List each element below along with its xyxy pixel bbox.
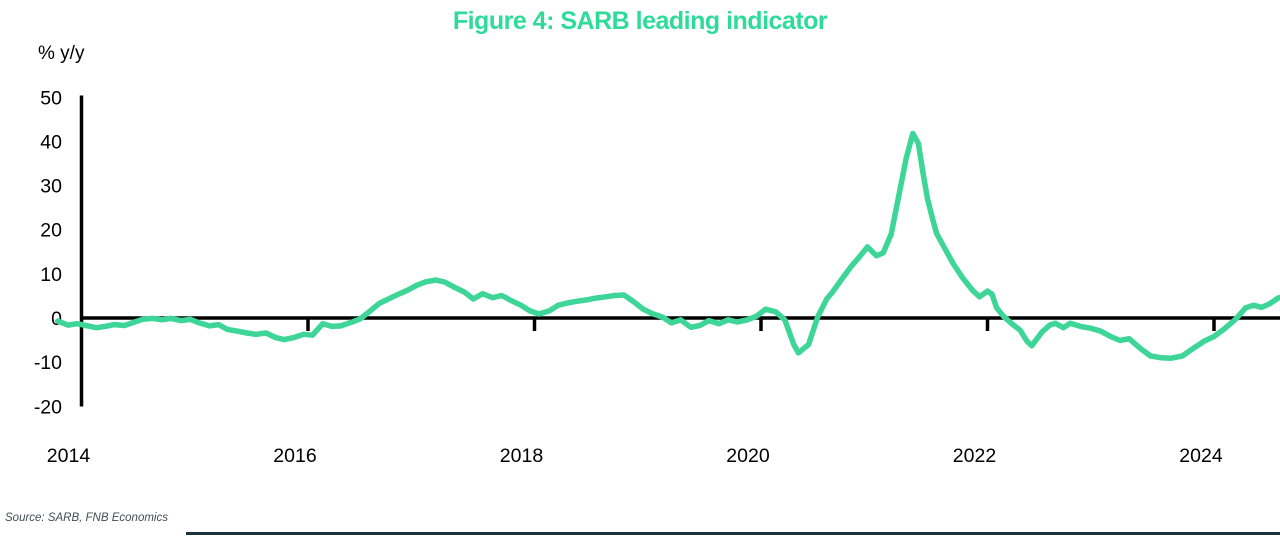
y-axis-unit-label: % y/y [38, 43, 85, 64]
x-tick-label: 2016 [273, 445, 316, 467]
x-tick-label: 2022 [953, 445, 996, 467]
chart-title: Figure 4: SARB leading indicator [452, 7, 828, 35]
y-tick-label: 20 [40, 220, 62, 242]
x-tick-label: 2020 [726, 445, 770, 467]
x-tick-label: 2014 [47, 445, 91, 467]
y-tick-label: -20 [34, 396, 62, 418]
leading-indicator-series-line [54, 130, 1280, 361]
y-tick-label: 10 [40, 264, 62, 286]
source-note: Source: SARB, FNB Economics [5, 512, 168, 524]
x-tick-label: 2018 [500, 445, 543, 467]
y-tick-label: 50 [40, 87, 62, 109]
bottom-divider-line [186, 532, 1280, 535]
y-tick-label: -10 [34, 352, 62, 374]
x-tick-label: 2024 [1179, 445, 1223, 467]
y-tick-label: 30 [40, 176, 62, 198]
y-tick-label: 40 [40, 131, 62, 153]
